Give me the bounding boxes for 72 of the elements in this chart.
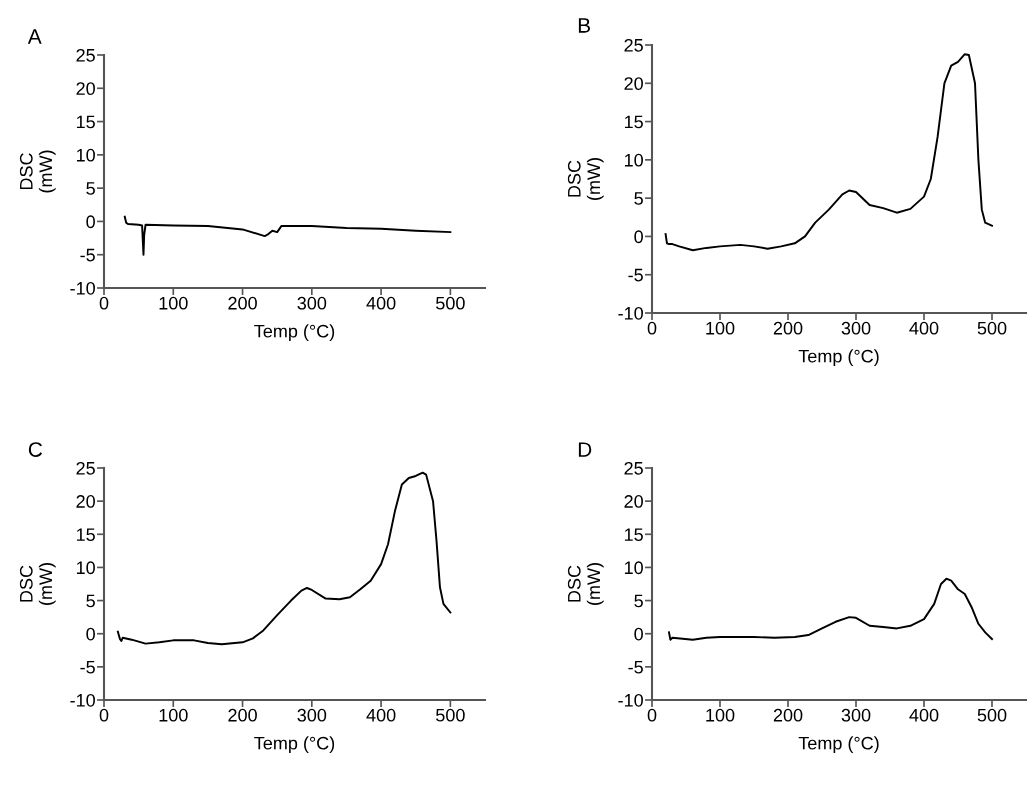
y-tick-label: -10: [70, 281, 95, 295]
y-tick-label: 10: [624, 561, 643, 575]
y-tick-label: 5: [86, 182, 95, 195]
x-axis-title: Temp (°C): [254, 324, 335, 342]
x-tick-label: 100: [159, 296, 188, 310]
y-tick-label: 10: [624, 153, 643, 167]
x-tick-label: 100: [706, 321, 735, 335]
x-tick-label: 500: [977, 708, 1007, 722]
line-series: [668, 577, 993, 641]
y-tick-label: 25: [76, 48, 95, 62]
x-tick-label: 500: [977, 321, 1007, 335]
y-tick-label: 0: [86, 215, 95, 229]
y-tick-label: 5: [634, 594, 643, 608]
y-tick-label: -5: [628, 660, 643, 674]
y-tick-label: 20: [76, 82, 95, 96]
x-axis-title: Temp (°C): [798, 349, 879, 367]
x-tick-label: 500: [436, 708, 465, 722]
x-tick-label: 400: [366, 296, 396, 310]
x-tick-label: 200: [228, 708, 257, 722]
y-tick-label: 15: [76, 528, 95, 542]
y-tick-label: 10: [76, 148, 95, 162]
x-tick-label: 0: [647, 321, 657, 335]
y-tick-label: -5: [80, 660, 95, 674]
y-axis-title: DSC (mW): [567, 563, 604, 605]
x-tick-label: 0: [99, 296, 109, 310]
y-tick-label: 0: [634, 627, 643, 641]
x-tick-label: 300: [297, 708, 327, 722]
x-axis-title: Temp (°C): [798, 736, 879, 754]
y-tick-label: 20: [624, 77, 643, 91]
y-tick-label: 20: [624, 495, 643, 508]
y-tick-label: -5: [628, 268, 643, 282]
x-tick-label: 400: [909, 321, 939, 335]
x-tick-label: 0: [99, 708, 109, 722]
chart-title: B: [578, 18, 590, 33]
y-tick-label: -5: [80, 248, 95, 262]
x-tick-label: 100: [706, 708, 735, 722]
x-tick-label: 300: [297, 296, 327, 310]
chart-title: A: [27, 29, 42, 44]
line-series: [116, 471, 452, 646]
x-tick-label: 300: [841, 708, 871, 722]
chart-title: C: [28, 442, 43, 457]
line-series: [123, 215, 452, 256]
y-tick-label: -10: [618, 306, 643, 320]
y-tick-label: -10: [70, 693, 95, 707]
y-tick-label: 5: [86, 594, 95, 608]
y-tick-label: 10: [76, 561, 95, 575]
y-tick-label: 15: [624, 115, 643, 129]
y-tick-label: 25: [624, 461, 643, 475]
x-tick-label: 200: [773, 708, 803, 722]
x-tick-label: 200: [773, 321, 803, 335]
y-tick-label: 5: [634, 192, 643, 205]
chart-title: D: [578, 442, 592, 457]
x-tick-label: 200: [228, 296, 257, 310]
x-tick-label: 400: [366, 708, 396, 722]
y-tick-label: -10: [618, 693, 643, 707]
x-tick-label: 300: [841, 321, 871, 335]
x-tick-label: 500: [436, 296, 465, 310]
x-tick-label: 0: [647, 708, 657, 722]
y-tick-label: 15: [624, 528, 643, 542]
y-tick-label: 0: [86, 627, 95, 641]
x-tick-label: 400: [909, 708, 939, 722]
x-tick-label: 100: [159, 708, 188, 722]
y-axis-title: DSC (mW): [567, 158, 604, 200]
y-tick-label: 25: [76, 461, 95, 475]
line-series: [664, 53, 993, 252]
y-tick-label: 15: [76, 115, 95, 129]
y-tick-label: 25: [624, 38, 643, 52]
y-tick-label: 0: [634, 230, 643, 244]
y-tick-label: 20: [76, 495, 95, 508]
y-axis-title: DSC (mW): [19, 150, 56, 193]
y-axis-title: DSC (mW): [19, 563, 56, 605]
x-axis-title: Temp (°C): [254, 736, 335, 754]
